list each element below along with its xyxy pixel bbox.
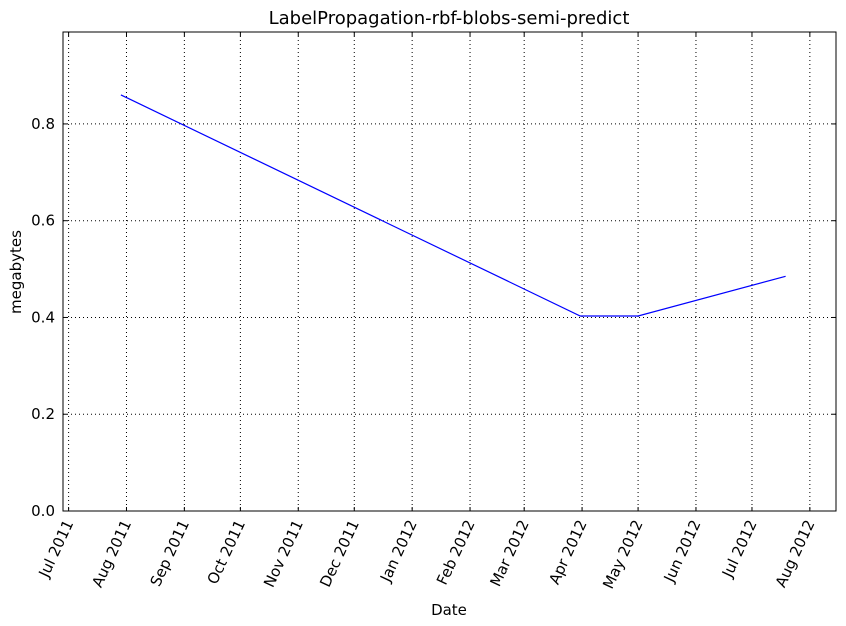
- y-tick-label: 0.2: [31, 405, 55, 423]
- x-tick-label: Jun 2012: [660, 517, 705, 586]
- y-axis-ticks: 0.0 0.2 0.4 0.6 0.8: [31, 115, 836, 520]
- series-line: [120, 94, 786, 317]
- x-tick-label: Feb 2012: [433, 517, 479, 588]
- x-tick-label: Nov 2011: [260, 517, 307, 590]
- x-tick-label: Jul 2012: [718, 517, 761, 581]
- x-tick-label: May 2012: [599, 517, 647, 592]
- x-tick-label: Oct 2011: [204, 517, 249, 587]
- y-tick-label: 0.4: [31, 308, 55, 326]
- x-axis-label: Date: [431, 601, 467, 619]
- series-layer: [120, 94, 786, 317]
- chart-title: LabelPropagation-rbf-blobs-semi-predict: [269, 8, 630, 29]
- y-tick-label: 0.0: [31, 502, 55, 520]
- x-tick-label: Apr 2012: [545, 517, 590, 587]
- x-tick-label: Aug 2012: [772, 517, 819, 590]
- x-tick-label: Dec 2011: [316, 517, 363, 590]
- y-axis-label: megabytes: [7, 230, 25, 314]
- x-axis-ticks: Jul 2011 Aug 2011 Sep 2011 Oct 2011 Nov 2011…: [35, 32, 819, 592]
- x-tick-label: Jan 2012: [376, 517, 421, 585]
- y-tick-label: 0.6: [31, 212, 55, 230]
- x-tick-label: Jul 2011: [35, 517, 78, 581]
- x-tick-label: Aug 2011: [88, 517, 135, 590]
- x-tick-label: Sep 2011: [147, 517, 193, 589]
- plot-frame: [62, 31, 837, 512]
- x-tick-label: Mar 2012: [486, 517, 532, 589]
- grid-lines: [63, 32, 836, 512]
- y-tick-label: 0.8: [31, 115, 55, 133]
